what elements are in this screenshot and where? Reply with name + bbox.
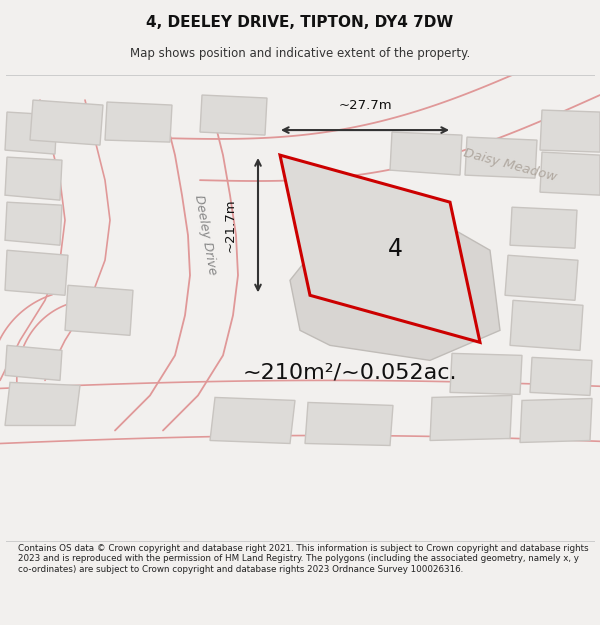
Text: Map shows position and indicative extent of the property.: Map shows position and indicative extent… (130, 48, 470, 61)
Polygon shape (390, 132, 462, 175)
Polygon shape (540, 152, 600, 195)
Polygon shape (105, 102, 172, 142)
Polygon shape (5, 157, 62, 200)
Text: 4, DEELEY DRIVE, TIPTON, DY4 7DW: 4, DEELEY DRIVE, TIPTON, DY4 7DW (146, 15, 454, 30)
Text: 4: 4 (388, 237, 403, 261)
Polygon shape (510, 207, 577, 248)
Polygon shape (505, 255, 578, 300)
Polygon shape (65, 285, 133, 336)
Polygon shape (210, 398, 295, 444)
Polygon shape (430, 396, 512, 441)
Polygon shape (5, 112, 57, 154)
Polygon shape (200, 95, 267, 135)
Polygon shape (305, 402, 393, 446)
Polygon shape (450, 353, 522, 394)
Text: Deeley Drive: Deeley Drive (191, 194, 218, 276)
Polygon shape (5, 250, 68, 295)
Polygon shape (465, 137, 537, 178)
Text: ~210m²/~0.052ac.: ~210m²/~0.052ac. (243, 362, 457, 382)
Polygon shape (280, 155, 480, 342)
Polygon shape (30, 100, 103, 145)
Text: ~27.7m: ~27.7m (338, 99, 392, 111)
Polygon shape (510, 300, 583, 351)
Text: ~21.7m: ~21.7m (223, 198, 236, 252)
Polygon shape (520, 398, 592, 442)
Polygon shape (5, 346, 62, 381)
Text: Contains OS data © Crown copyright and database right 2021. This information is : Contains OS data © Crown copyright and d… (18, 544, 589, 574)
Polygon shape (540, 110, 600, 152)
Polygon shape (5, 382, 80, 426)
Text: Daisy Meadow: Daisy Meadow (462, 146, 558, 184)
Polygon shape (5, 202, 62, 245)
Polygon shape (530, 357, 592, 396)
Polygon shape (290, 210, 500, 361)
